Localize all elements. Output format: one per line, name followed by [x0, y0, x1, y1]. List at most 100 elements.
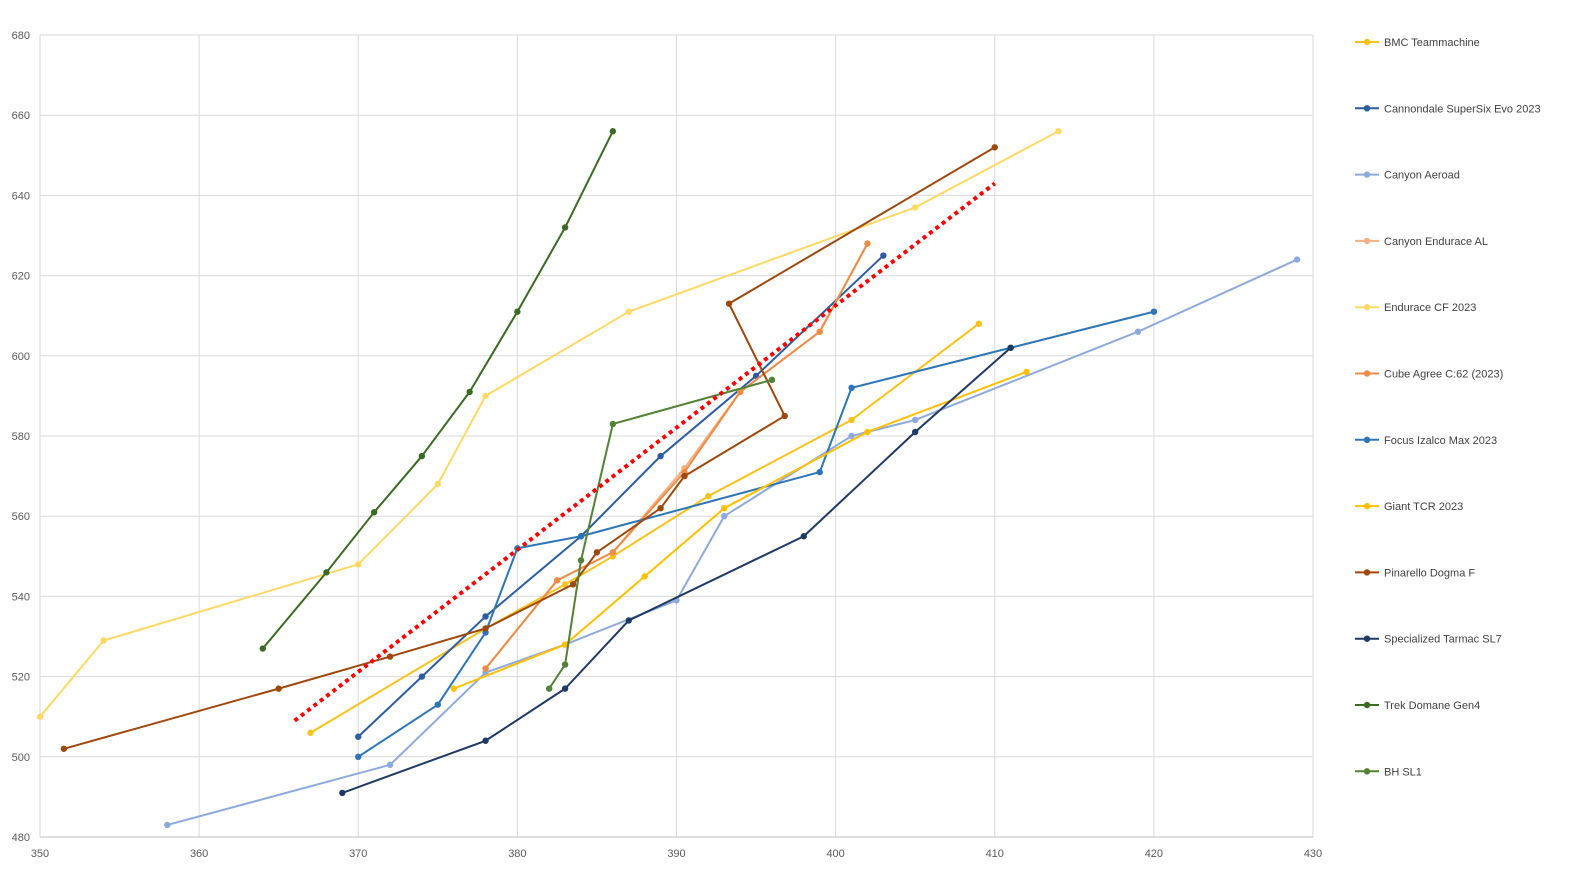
- data-point: [164, 821, 171, 829]
- series-line: [453, 370, 1027, 690]
- x-tick-label: 370: [349, 848, 367, 860]
- data-point: [514, 308, 521, 315]
- y-tick-label: 680: [12, 30, 30, 42]
- x-tick-labels: 350 360 370 380 390 400 410 420 430: [31, 848, 1322, 860]
- data-point: [911, 428, 919, 436]
- data-point: [434, 701, 442, 708]
- legend-swatch-marker: [1363, 237, 1371, 245]
- data-point: [259, 645, 266, 652]
- data-point: [725, 300, 733, 307]
- y-tick-label: 660: [12, 110, 30, 122]
- data-point: [816, 468, 823, 476]
- legend-item: Focus Izalco Max 2023: [1355, 435, 1497, 447]
- legend-item: Cube Agree C:62 (2023): [1355, 369, 1503, 381]
- data-point: [800, 533, 807, 540]
- data-point: [721, 504, 728, 512]
- data-point: [482, 665, 489, 672]
- data-point: [880, 252, 887, 259]
- legend: BMC Teammachine Cannondale SuperSix Evo 2…: [1355, 37, 1541, 778]
- data-point: [625, 308, 632, 315]
- legend-item: Trek Domane Gen4: [1355, 700, 1480, 712]
- data-point: [1134, 328, 1142, 335]
- data-point: [848, 416, 855, 424]
- y-tick-label: 500: [12, 752, 30, 764]
- legend-swatch-marker: [1363, 569, 1371, 576]
- series-8: [60, 144, 998, 752]
- y-tick-label: 480: [12, 832, 30, 844]
- series-4: [36, 128, 1062, 720]
- data-point: [681, 472, 688, 480]
- data-point: [641, 573, 648, 580]
- data-point: [307, 729, 314, 736]
- y-tick-label: 540: [12, 591, 30, 603]
- series-7: [450, 368, 1030, 692]
- data-point: [848, 384, 855, 392]
- data-point: [355, 733, 362, 740]
- data-point: [355, 753, 362, 760]
- series-line: [167, 258, 1298, 826]
- trendline-group: [293, 181, 996, 723]
- data-point: [705, 492, 712, 500]
- x-tick-label: 350: [31, 848, 49, 860]
- data-point: [609, 128, 617, 135]
- data-point: [561, 685, 569, 692]
- series-11: [546, 376, 776, 692]
- y-tick-label: 620: [12, 271, 30, 283]
- data-point: [848, 432, 855, 440]
- data-point: [561, 641, 569, 648]
- data-point: [657, 452, 664, 460]
- legend-item: Giant TCR 2023: [1355, 501, 1463, 513]
- legend-item: Canyon Endurace AL: [1355, 236, 1488, 248]
- data-point: [1055, 128, 1062, 135]
- series-9: [339, 344, 1014, 797]
- legend-item: Endurace CF 2023: [1355, 302, 1476, 314]
- series-group: [36, 128, 1301, 829]
- data-point: [911, 204, 919, 211]
- legend-label: Endurace CF 2023: [1384, 302, 1476, 314]
- legend-label: Cube Agree C:62 (2023): [1384, 369, 1503, 381]
- y-tick-label: 580: [12, 431, 30, 443]
- series-line: [39, 130, 1059, 718]
- legend-swatch-marker: [1363, 436, 1371, 443]
- data-point: [482, 392, 489, 400]
- data-point: [275, 685, 282, 692]
- x-tick-label: 390: [667, 848, 685, 860]
- data-point: [355, 561, 362, 568]
- y-tick-label: 520: [12, 672, 30, 684]
- data-point: [553, 577, 561, 584]
- data-point: [657, 504, 664, 512]
- legend-swatch-marker: [1363, 171, 1371, 178]
- legend-label: Pinarello Dogma F: [1384, 567, 1475, 579]
- data-point: [418, 673, 426, 680]
- data-point: [370, 508, 378, 516]
- data-point: [625, 617, 632, 624]
- data-point: [609, 420, 617, 428]
- data-point: [577, 533, 585, 540]
- data-point: [561, 224, 569, 231]
- legend-swatch-marker: [1363, 701, 1371, 709]
- y-tick-label: 600: [12, 351, 30, 363]
- data-point: [339, 789, 346, 797]
- x-tick-label: 430: [1304, 848, 1322, 860]
- legend-item: Canyon Aeroad: [1355, 170, 1460, 182]
- legend-swatch-marker: [1363, 105, 1371, 112]
- data-point: [1007, 344, 1014, 351]
- data-point: [100, 637, 107, 644]
- x-tick-label: 360: [190, 848, 208, 860]
- data-point: [864, 428, 871, 436]
- legend-label: Giant TCR 2023: [1384, 501, 1463, 513]
- legend-label: Cannondale SuperSix Evo 2023: [1384, 103, 1541, 115]
- y-tick-labels: 480 500 520 540 560 580 600 620 640 660 680: [12, 30, 30, 844]
- data-point: [546, 685, 553, 692]
- legend-label: Canyon Aeroad: [1384, 170, 1460, 182]
- y-tick-label: 640: [12, 190, 30, 202]
- data-point: [450, 685, 457, 692]
- data-point: [434, 480, 442, 488]
- legend-swatch-marker: [1363, 370, 1371, 377]
- legend-label: Canyon Endurace AL: [1384, 236, 1488, 248]
- data-point: [482, 737, 489, 744]
- legend-label: Focus Izalco Max 2023: [1384, 435, 1497, 447]
- series-5: [482, 240, 871, 672]
- data-point: [768, 376, 776, 384]
